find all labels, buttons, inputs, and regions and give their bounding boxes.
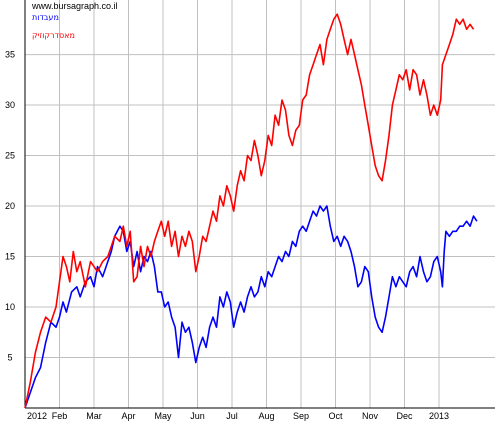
x-tick-label: May [154, 411, 172, 421]
ticks: 5 10 15 20 25 30 35 2012 Feb Mar Apr May Jun Jul Aug Se… [5, 50, 449, 421]
series-lines [24, 13, 478, 409]
legend-entry-red: מאסדרקוזיק [32, 31, 75, 40]
x-tick-label: Dec [396, 411, 413, 421]
x-tick-label: Jun [190, 411, 205, 421]
plot-area [25, 0, 495, 408]
y-tick-label: 20 [5, 201, 15, 211]
x-tick-label: Nov [362, 411, 379, 421]
series-line-blue [24, 205, 478, 409]
x-tick-label: 2013 [429, 411, 449, 421]
x-tick-label: Sep [293, 411, 309, 421]
x-tick-label: Jul [226, 411, 238, 421]
legend-entry-blue: מעבדות [32, 13, 59, 22]
x-tick-label: Apr [121, 411, 135, 421]
y-tick-label: 10 [5, 302, 15, 312]
y-tick-label: 35 [5, 50, 15, 60]
x-tick-label: 2012 [27, 411, 47, 421]
y-tick-label: 15 [5, 252, 15, 262]
x-tick-label: Mar [86, 411, 102, 421]
x-tick-label: Feb [52, 411, 68, 421]
x-tick-label: Aug [258, 411, 274, 421]
source-label: www.bursagraph.co.il [32, 1, 118, 11]
y-tick-label: 30 [5, 100, 15, 110]
x-tick-label: Oct [328, 411, 343, 421]
series-line-red [24, 13, 475, 409]
y-tick-label: 5 [7, 353, 12, 363]
y-tick-label: 25 [5, 151, 15, 161]
